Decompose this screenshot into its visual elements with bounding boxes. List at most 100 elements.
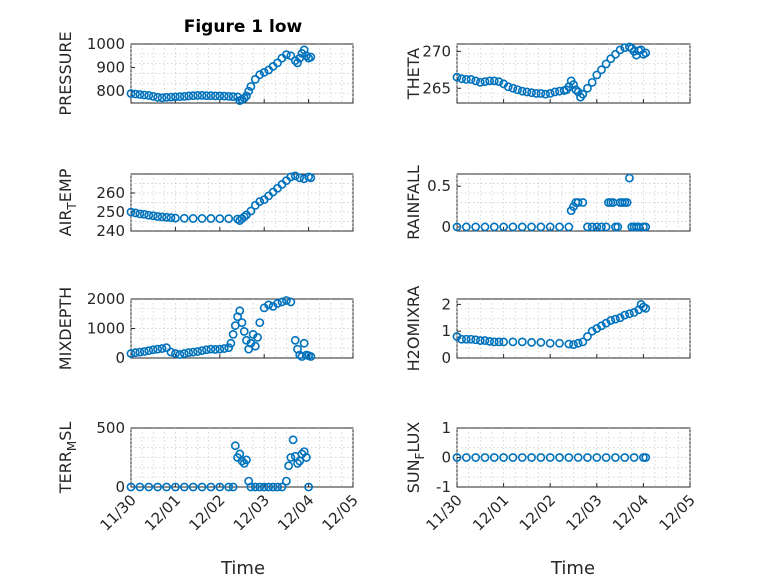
data-point <box>197 214 207 223</box>
subplot-6: 0 1 2 H2OMIXRA <box>404 286 691 372</box>
data-point <box>293 58 302 68</box>
data-point <box>583 83 592 93</box>
data-point <box>286 172 296 182</box>
data-point <box>153 482 163 492</box>
data-point <box>475 77 485 87</box>
y-axis-label: MIXDEPTH <box>56 287 75 370</box>
data-point <box>237 318 247 327</box>
data-point <box>242 455 251 465</box>
data-point <box>503 82 513 92</box>
x-tick-label: 12/01 <box>141 491 184 534</box>
y-axis-label: PRESSURE <box>56 31 75 115</box>
data-point <box>215 344 225 354</box>
data-point <box>545 338 555 348</box>
data-point <box>564 222 574 232</box>
data-point <box>153 92 163 102</box>
x-tick-label: 12/04 <box>274 491 317 534</box>
data-point <box>597 65 606 75</box>
data-point <box>206 91 216 101</box>
data-point <box>284 461 294 471</box>
data-point <box>148 211 158 221</box>
y-tick-label: -1 <box>436 478 451 496</box>
data-point <box>157 93 167 103</box>
data-point <box>471 222 481 232</box>
x-tick-label: 12/04 <box>609 491 652 534</box>
data-point <box>273 299 282 308</box>
data-point <box>135 482 145 492</box>
data-point <box>206 214 216 223</box>
y-tick-label: 0 <box>441 349 451 367</box>
data-point <box>239 212 249 222</box>
data-point <box>215 214 225 224</box>
data-point <box>555 338 564 348</box>
y-tick-label: 0 <box>115 478 125 496</box>
x-tick-label: 12/01 <box>469 491 512 534</box>
x-tick-label: 12/02 <box>185 491 228 534</box>
data-point <box>522 87 532 97</box>
data-point <box>641 48 651 58</box>
data-point <box>281 476 291 486</box>
data-point <box>157 344 167 353</box>
data-point <box>286 453 296 462</box>
data-point <box>480 77 490 87</box>
data-point <box>126 349 136 358</box>
data-point <box>301 51 311 61</box>
data-point <box>235 306 245 316</box>
data-point <box>489 222 499 232</box>
figure-title: Figure 1 low <box>184 17 303 37</box>
data-point <box>564 339 574 349</box>
data-point <box>162 343 171 353</box>
data-point <box>466 334 476 344</box>
y-axis-label: TERRMSL <box>56 422 79 495</box>
data-point <box>188 214 198 223</box>
y-axis-label: THETA <box>404 48 423 100</box>
x-tick-label: 12/03 <box>562 491 605 534</box>
data-point <box>611 49 620 59</box>
data-point <box>239 327 249 336</box>
data-point <box>166 213 176 223</box>
data-point <box>471 76 481 86</box>
data-point <box>625 173 634 183</box>
data-point <box>188 482 198 492</box>
data-point <box>228 482 238 492</box>
data-point <box>573 198 583 207</box>
data-point <box>457 74 467 84</box>
data-point <box>281 296 291 305</box>
y-axis-label: H2OMIXRA <box>404 286 423 372</box>
data-point <box>564 453 574 462</box>
data-point <box>597 222 606 232</box>
data-point <box>527 222 536 232</box>
data-point <box>144 210 154 220</box>
data-point <box>153 344 163 354</box>
data-point <box>246 206 256 216</box>
data-point <box>499 222 508 232</box>
data-point <box>457 334 467 344</box>
data-point <box>461 75 471 84</box>
data-point <box>471 335 481 345</box>
data-point <box>202 345 211 355</box>
x-axis-label: Time <box>550 558 595 579</box>
data-point <box>536 222 546 232</box>
subplot-8: -1 0 1 11/30 12/01 12/02 12/03 12/04 12/05 SUNFLU… <box>404 419 699 534</box>
data-point <box>170 213 180 223</box>
data-point <box>569 340 578 349</box>
data-point <box>583 222 592 232</box>
y-axis-label: RAINFALL <box>404 165 423 240</box>
data-point <box>242 91 251 101</box>
data-point <box>228 329 238 339</box>
data-point <box>224 91 234 101</box>
subplot-5: 0 1000 2000 MIXDEPTH <box>56 287 354 370</box>
y-tick-label: 500 <box>96 419 125 437</box>
data-point <box>144 91 154 100</box>
data-point <box>573 87 583 97</box>
data-point <box>641 453 651 462</box>
data-point <box>202 91 211 101</box>
data-point <box>255 318 265 327</box>
data-point <box>527 338 536 347</box>
data-point <box>601 59 611 69</box>
data-point <box>290 171 300 181</box>
data-point <box>573 338 583 348</box>
data-point <box>226 338 236 348</box>
data-point <box>215 91 225 101</box>
